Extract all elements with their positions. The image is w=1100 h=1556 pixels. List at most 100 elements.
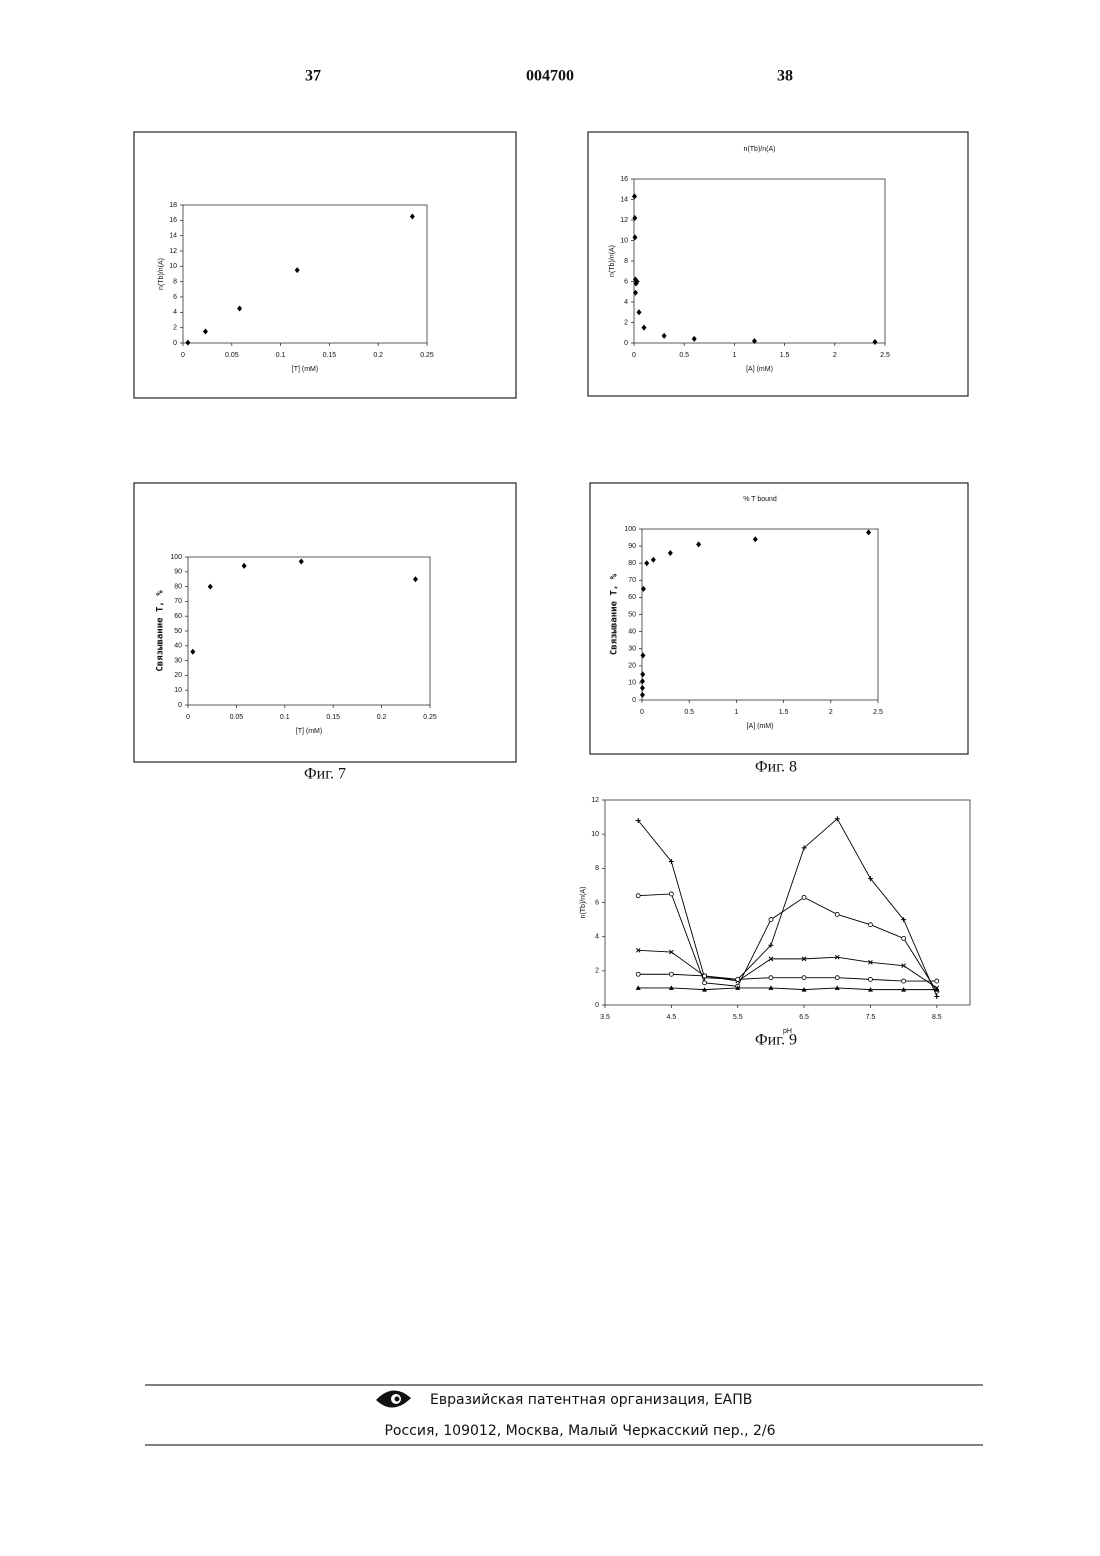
x-tick-label: 1 (732, 352, 736, 359)
x-tick-label: 0.05 (230, 714, 244, 721)
marker (703, 974, 707, 978)
y-tick-label: 12 (620, 217, 628, 224)
x-tick-label: 6.5 (799, 1014, 809, 1021)
y-tick-label: 14 (620, 196, 628, 203)
y-tick-label: 16 (620, 176, 628, 183)
y-tick-label: 70 (174, 598, 182, 605)
y-tick-label: 10 (169, 263, 177, 270)
y-tick-label: 2 (173, 325, 177, 332)
y-tick-label: 4 (595, 934, 599, 941)
y-tick-label: 16 (169, 217, 177, 224)
marker (902, 936, 906, 940)
y-axis-label: Связывание Т, % (156, 590, 166, 672)
x-tick-label: 0 (640, 709, 644, 716)
y-tick-label: 8 (595, 865, 599, 872)
y-tick-label: 6 (595, 899, 599, 906)
x-axis-label: pH (783, 1028, 792, 1035)
x-tick-label: 1.5 (779, 709, 789, 716)
marker (636, 972, 640, 976)
x-axis-label: [A] (mM) (746, 366, 773, 373)
y-tick-label: 80 (174, 583, 182, 590)
y-tick-label: 80 (628, 560, 636, 567)
x-tick-label: 0.25 (420, 352, 434, 359)
x-tick-label: 7.5 (866, 1014, 876, 1021)
marker (802, 895, 806, 899)
x-tick-label: 0.5 (679, 352, 689, 359)
x-tick-label: 0 (181, 352, 185, 359)
y-tick-label: 0 (173, 340, 177, 347)
marker (935, 979, 939, 983)
y-axis-label: n(Tb)/n(A) (158, 258, 165, 290)
y-tick-label: 0 (178, 702, 182, 709)
marker (835, 912, 839, 916)
x-tick-label: 2 (829, 709, 833, 716)
y-axis-label: n(Tb)/n(A) (609, 245, 616, 277)
x-axis-label: [A] (mM) (747, 723, 774, 730)
y-tick-label: 12 (169, 248, 177, 255)
x-tick-label: 0.5 (684, 709, 694, 716)
x-tick-label: 0.25 (423, 714, 437, 721)
marker (769, 918, 773, 922)
marker (769, 976, 773, 980)
x-tick-label: 3.5 (600, 1014, 610, 1021)
x-tick-label: 0.1 (276, 352, 286, 359)
y-tick-label: 6 (624, 278, 628, 285)
y-tick-label: 6 (173, 294, 177, 301)
footer-address: Россия, 109012, Москва, Малый Черкасский… (384, 1423, 775, 1439)
y-tick-label: 30 (628, 646, 636, 653)
x-tick-label: 2 (833, 352, 837, 359)
marker (802, 976, 806, 980)
x-tick-label: 2.5 (880, 352, 890, 359)
y-tick-label: 40 (628, 628, 636, 635)
y-tick-label: 12 (591, 797, 599, 804)
caption: Фиг. 7 (304, 766, 346, 783)
y-tick-label: 4 (624, 299, 628, 306)
y-axis-label: n(Tb)/n(A) (580, 887, 587, 919)
x-tick-label: 1.5 (780, 352, 790, 359)
marker (669, 892, 673, 896)
y-tick-label: 10 (591, 831, 599, 838)
marker (703, 981, 707, 985)
y-tick-label: 0 (632, 697, 636, 704)
marker (835, 976, 839, 980)
x-tick-label: 8.5 (932, 1014, 942, 1021)
x-tick-label: 0.15 (323, 352, 337, 359)
chart-title: n(Tb)/n(A) (744, 146, 776, 153)
y-tick-label: 14 (169, 233, 177, 240)
y-tick-label: 100 (624, 526, 636, 533)
y-tick-label: 20 (628, 663, 636, 670)
x-axis-label: [T] (mM) (292, 366, 318, 373)
chart-title: % T bound (743, 496, 777, 503)
patent-number: 004700 (526, 68, 574, 85)
marker (636, 894, 640, 898)
x-tick-label: 4.5 (666, 1014, 676, 1021)
y-tick-label: 70 (628, 577, 636, 584)
marker (736, 977, 740, 981)
marker (868, 977, 872, 981)
y-tick-label: 60 (174, 613, 182, 620)
x-tick-label: 0.2 (373, 352, 383, 359)
footer-organization: Евразийская патентная организация, ЕАПВ (430, 1392, 752, 1408)
y-tick-label: 2 (624, 319, 628, 326)
y-tick-label: 10 (174, 687, 182, 694)
x-tick-label: 0 (632, 352, 636, 359)
page-background (0, 0, 1100, 1556)
y-tick-label: 20 (174, 672, 182, 679)
x-tick-label: 0.1 (280, 714, 290, 721)
y-tick-label: 40 (174, 643, 182, 650)
y-tick-label: 100 (170, 554, 182, 561)
y-tick-label: 90 (628, 543, 636, 550)
y-tick-label: 30 (174, 657, 182, 664)
y-tick-label: 8 (173, 279, 177, 286)
x-tick-label: 0.15 (326, 714, 340, 721)
y-tick-label: 8 (624, 258, 628, 265)
x-tick-label: 2.5 (873, 709, 883, 716)
page-number-right: 38 (777, 68, 793, 85)
marker (669, 972, 673, 976)
y-tick-label: 90 (174, 569, 182, 576)
caption: Фиг. 8 (755, 759, 797, 776)
x-tick-label: 1 (734, 709, 738, 716)
page-number-left: 37 (305, 68, 321, 85)
y-tick-label: 18 (169, 202, 177, 209)
page: 37 004700 38 Фиг. 7 Фиг. 8 Фиг. 9 Еврази… (0, 0, 1100, 1556)
